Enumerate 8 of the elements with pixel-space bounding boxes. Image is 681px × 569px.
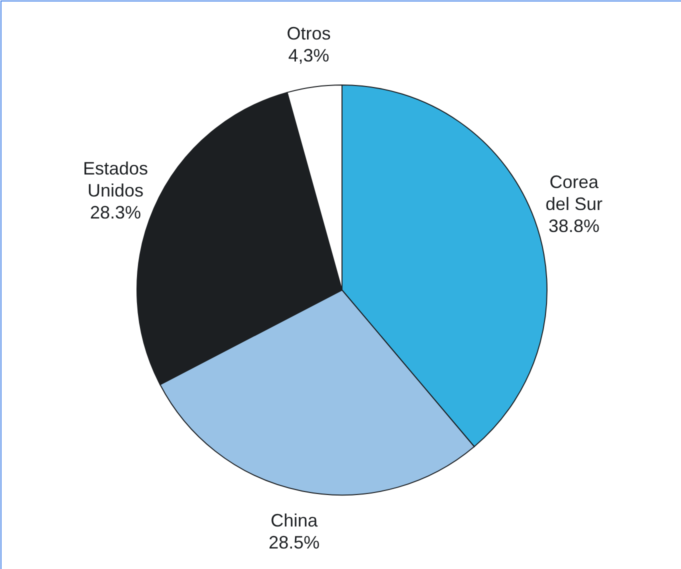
- data-label: 4,3%: [288, 45, 330, 66]
- data-label: 28.5%: [268, 532, 320, 552]
- slice-label: Corea del Sur: [545, 172, 602, 214]
- data-label: 38.8%: [548, 216, 600, 236]
- slice-label: Estados Unidos: [82, 158, 148, 200]
- slice-label: Otros: [286, 23, 331, 44]
- slice-label: China: [270, 510, 319, 530]
- data-label: 28.3%: [90, 202, 142, 222]
